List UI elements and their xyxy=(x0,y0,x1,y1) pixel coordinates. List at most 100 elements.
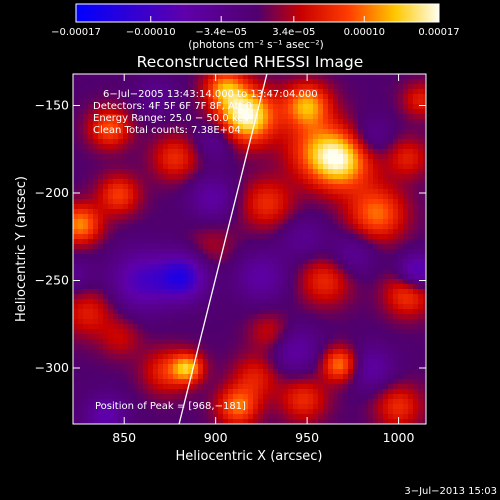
heatmap-cell xyxy=(143,359,149,365)
heatmap-cell xyxy=(313,294,319,300)
heatmap-cell xyxy=(373,184,379,190)
heatmap-cell xyxy=(343,304,349,310)
heatmap-cell xyxy=(78,274,84,280)
heatmap-cell xyxy=(98,409,104,415)
heatmap-cell xyxy=(238,79,244,85)
heatmap-cell xyxy=(233,199,239,205)
heatmap-cell xyxy=(123,134,129,140)
heatmap-cell xyxy=(178,124,184,130)
heatmap-cell xyxy=(138,384,144,390)
heatmap-cell xyxy=(353,329,359,335)
heatmap-cell xyxy=(263,169,269,175)
heatmap-cell xyxy=(243,379,249,385)
heatmap-cell xyxy=(208,79,214,85)
heatmap-cell xyxy=(383,294,389,300)
heatmap-cell xyxy=(143,194,149,200)
heatmap-cell xyxy=(213,99,219,105)
heatmap-cell xyxy=(128,264,134,270)
heatmap-cell xyxy=(298,344,304,350)
heatmap-cell xyxy=(78,309,84,315)
heatmap-cell xyxy=(393,134,399,140)
heatmap-cell xyxy=(408,84,414,90)
heatmap-cell xyxy=(248,269,254,275)
heatmap-cell xyxy=(158,124,164,130)
heatmap-cell xyxy=(98,254,104,260)
info-annotations: 6−Jul−2005 13:43:14.000 to 13:47:04.000 … xyxy=(93,89,318,412)
heatmap-cell xyxy=(383,324,389,330)
heatmap-cell xyxy=(168,89,174,95)
heatmap-cell xyxy=(238,89,244,95)
heatmap-cell xyxy=(93,374,99,380)
heatmap-cell xyxy=(203,124,209,130)
heatmap-cell xyxy=(418,254,424,260)
heatmap-cell xyxy=(398,324,404,330)
heatmap-cell xyxy=(343,374,349,380)
heatmap-cell xyxy=(178,104,184,110)
heatmap-cell xyxy=(298,374,304,380)
heatmap-cell xyxy=(298,259,304,265)
heatmap-cell xyxy=(418,354,424,360)
heatmap-cell xyxy=(388,379,394,385)
heatmap-cell xyxy=(273,384,279,390)
heatmap-cell xyxy=(308,294,314,300)
heatmap-cell xyxy=(203,239,209,245)
heatmap-cell xyxy=(118,244,124,250)
heatmap-cell xyxy=(368,274,374,280)
heatmap-cell xyxy=(103,194,109,200)
heatmap-cell xyxy=(318,139,324,145)
heatmap-cell xyxy=(188,149,194,155)
heatmap-cell xyxy=(353,174,359,180)
heatmap-cell xyxy=(248,394,254,400)
heatmap-cell xyxy=(218,74,224,80)
heatmap-cell xyxy=(383,89,389,95)
heatmap-cell xyxy=(333,289,339,295)
heatmap-cell xyxy=(118,209,124,215)
heatmap-cell xyxy=(423,279,426,285)
heatmap-cell xyxy=(403,74,409,80)
heatmap-cell xyxy=(168,334,174,340)
heatmap-cell xyxy=(118,239,124,245)
heatmap-cell xyxy=(258,354,264,360)
heatmap-cell xyxy=(143,384,149,390)
heatmap-cell xyxy=(413,129,419,135)
heatmap-cell xyxy=(398,379,404,385)
heatmap-cell xyxy=(178,289,184,295)
heatmap-cell xyxy=(153,119,159,125)
heatmap-cell xyxy=(178,164,184,170)
heatmap-cell xyxy=(143,364,149,370)
heatmap-cell xyxy=(238,324,244,330)
heatmap-cell xyxy=(218,244,224,250)
heatmap-cell xyxy=(113,74,119,80)
heatmap-cell xyxy=(133,374,139,380)
heatmap-cell xyxy=(343,294,349,300)
heatmap-cell xyxy=(258,144,264,150)
heatmap-cell xyxy=(288,114,294,120)
heatmap-cell xyxy=(123,249,129,255)
heatmap-cell xyxy=(273,89,279,95)
heatmap-cell xyxy=(143,419,149,424)
heatmap-cell xyxy=(188,259,194,265)
heatmap-cell xyxy=(183,269,189,275)
heatmap-cell xyxy=(163,389,169,395)
heatmap-cell xyxy=(208,329,214,335)
heatmap-cell xyxy=(263,419,269,424)
heatmap-cell xyxy=(153,154,159,160)
heatmap-cell xyxy=(168,184,174,190)
heatmap-cell xyxy=(213,144,219,150)
heatmap-cell xyxy=(158,384,164,390)
heatmap-cell xyxy=(223,249,229,255)
heatmap-cell xyxy=(233,154,239,160)
heatmap-cell xyxy=(243,244,249,250)
heatmap-cell xyxy=(263,409,269,415)
heatmap-cell xyxy=(383,204,389,210)
heatmap-cell xyxy=(343,404,349,410)
heatmap-cell xyxy=(158,294,164,300)
heatmap-cell xyxy=(118,189,124,195)
heatmap-cell xyxy=(88,219,94,225)
heatmap-cell xyxy=(298,289,304,295)
heatmap-cell xyxy=(133,339,139,345)
heatmap-cell xyxy=(343,254,349,260)
heatmap-cell xyxy=(358,334,364,340)
heatmap-cell xyxy=(213,254,219,260)
heatmap-cell xyxy=(348,194,354,200)
